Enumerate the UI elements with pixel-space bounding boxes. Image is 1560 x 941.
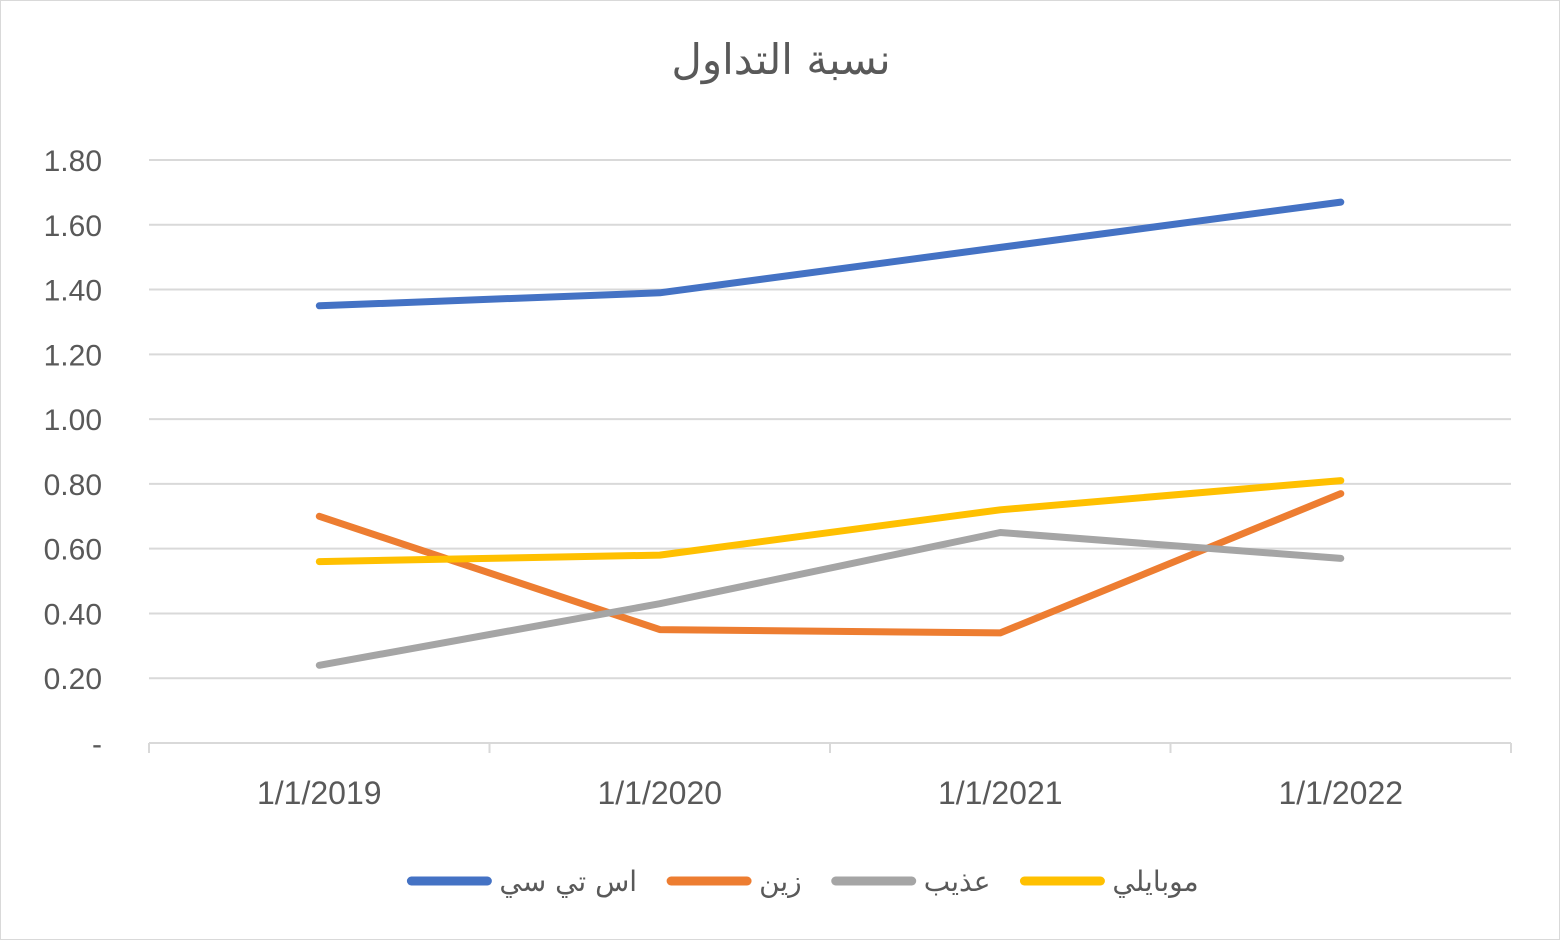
y-tick-label: 0.80 — [44, 469, 102, 502]
y-tick-label: 1.20 — [44, 339, 102, 372]
x-tick-label: 1/1/2021 — [938, 775, 1063, 811]
y-tick-label: 0.40 — [44, 598, 102, 631]
x-tick-label: 1/1/2022 — [1278, 775, 1403, 811]
x-tick-label: 1/1/2019 — [257, 775, 382, 811]
x-tick-label: 1/1/2020 — [597, 775, 722, 811]
legend-label: موبايلي — [1112, 865, 1198, 898]
series-line-1 — [315, 198, 1345, 310]
y-tick-label: 1.80 — [44, 145, 102, 178]
legend-label: زين — [759, 865, 802, 898]
series-line-3 — [315, 529, 1345, 669]
legend-label: عذيب — [924, 865, 991, 898]
y-tick-label: 0.20 — [44, 663, 102, 696]
series-line-2 — [315, 490, 1345, 637]
y-tick-label: 1.00 — [44, 404, 102, 437]
y-tick-label: 0.60 — [44, 534, 102, 567]
y-tick-label: - — [92, 728, 102, 761]
y-tick-label: 1.40 — [44, 275, 102, 308]
chart-title: نسبة التداول — [671, 35, 891, 84]
series-line-4 — [315, 477, 1345, 566]
legend-label: اس تي سي — [499, 865, 637, 898]
y-tick-label: 1.60 — [44, 210, 102, 243]
